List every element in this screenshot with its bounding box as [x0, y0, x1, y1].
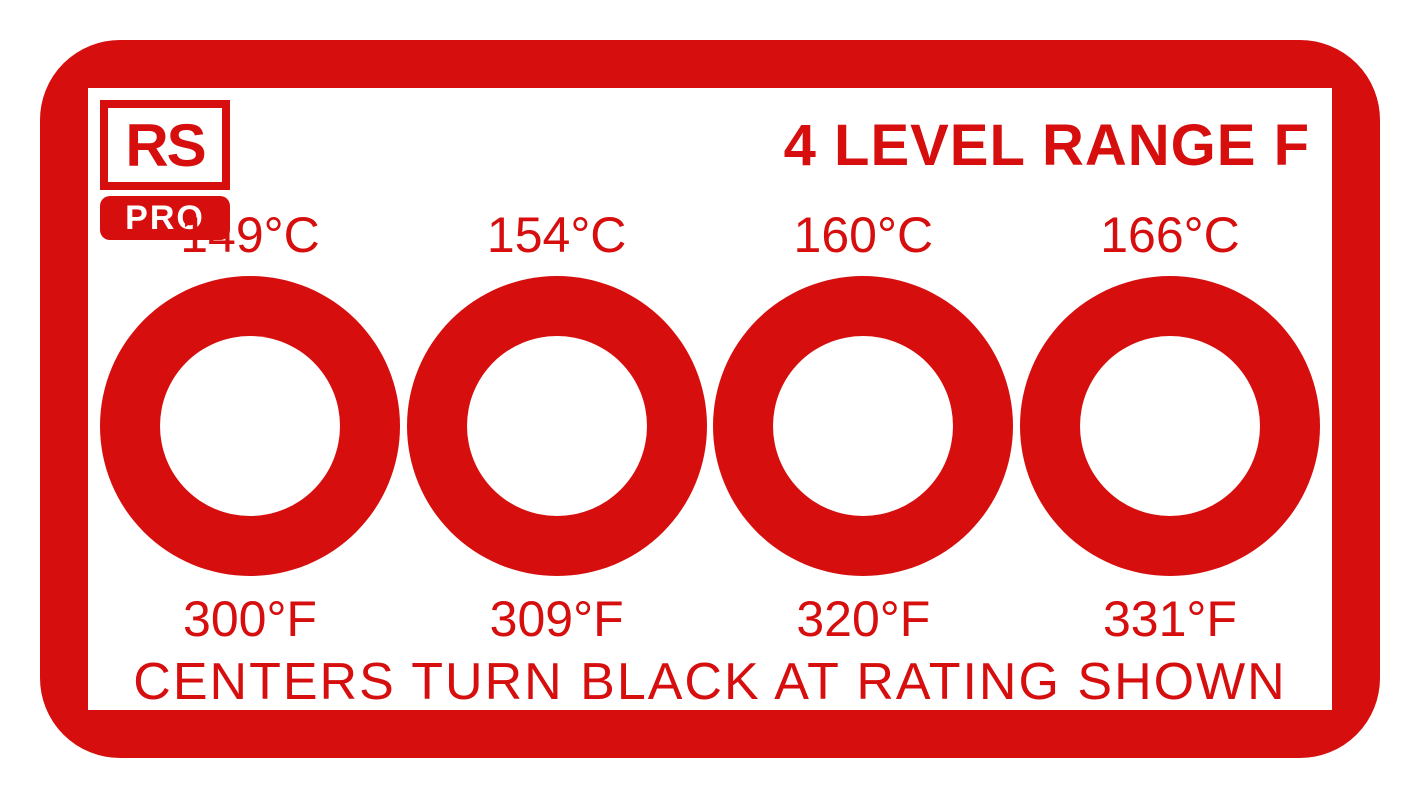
celsius-row: 149°C 154°C 160°C 166°C	[100, 206, 1320, 264]
fahrenheit-value: 309°F	[407, 590, 707, 648]
celsius-value: 149°C	[100, 206, 400, 264]
indicator-ring-center	[1080, 336, 1260, 516]
celsius-value: 160°C	[713, 206, 1013, 264]
celsius-value: 166°C	[1020, 206, 1320, 264]
temperature-label-card: RS PRO 4 LEVEL RANGE F 149°C 154°C 160°C…	[0, 0, 1420, 798]
celsius-value: 154°C	[407, 206, 707, 264]
indicator-ring-center	[160, 336, 340, 516]
fahrenheit-value: 300°F	[100, 590, 400, 648]
fahrenheit-value: 331°F	[1020, 590, 1320, 648]
indicator-ring	[100, 276, 400, 576]
instruction-text: CENTERS TURN BLACK AT RATING SHOWN	[100, 652, 1320, 712]
indicator-ring-center	[467, 336, 647, 516]
indicator-ring-center	[773, 336, 953, 516]
brand-logo-top: RS	[100, 100, 230, 190]
indicator-rings	[100, 276, 1320, 576]
fahrenheit-row: 300°F 309°F 320°F 331°F	[100, 590, 1320, 648]
indicator-ring	[1020, 276, 1320, 576]
range-heading: 4 LEVEL RANGE F	[784, 112, 1310, 179]
indicator-ring	[407, 276, 707, 576]
indicator-ring	[713, 276, 1013, 576]
fahrenheit-value: 320°F	[713, 590, 1013, 648]
